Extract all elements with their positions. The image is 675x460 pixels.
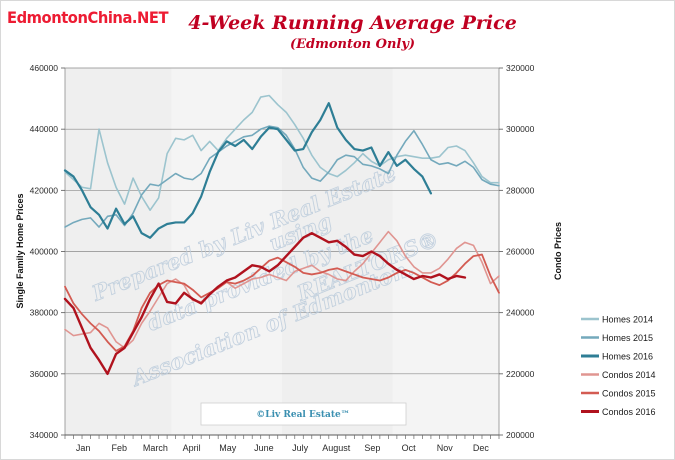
brand-logo: EdmontonChina.NET bbox=[7, 8, 169, 27]
series-line-homes-2015 bbox=[64, 125, 500, 228]
y-tick-label-right: 240000 bbox=[506, 308, 535, 318]
data-series-group bbox=[63, 94, 500, 376]
y-tick-label-left: 400000 bbox=[30, 247, 59, 257]
y-axis-right-title: Condo Prices bbox=[553, 222, 563, 280]
x-axis-month-label: March bbox=[143, 443, 168, 453]
x-axis-month-label: Oct bbox=[402, 443, 417, 453]
legend: Homes 2014 Homes 2015 Homes 2016 Condos 201… bbox=[581, 315, 656, 417]
legend-label[interactable]: Homes 2016 bbox=[602, 352, 653, 362]
y-tick-label-left: 420000 bbox=[30, 185, 59, 195]
y-axis-left: 340000 360000 380000 400000 420000 440000 4600… bbox=[30, 63, 65, 440]
series-line-condos-2016 bbox=[63, 231, 467, 376]
x-axis-month-label: Nov bbox=[437, 443, 454, 453]
series-line-homes-2016 bbox=[63, 102, 433, 239]
gridlines bbox=[65, 67, 499, 375]
y-axis-right: 200000 220000 240000 260000 280000 300000 3200… bbox=[499, 63, 535, 440]
x-axis-month-label: July bbox=[292, 443, 309, 453]
y-tick-label-left: 380000 bbox=[30, 308, 59, 318]
y-tick-label-right: 220000 bbox=[506, 369, 535, 379]
y-tick-label-right: 300000 bbox=[506, 124, 535, 134]
x-axis-month-label: June bbox=[254, 443, 274, 453]
legend-label[interactable]: Homes 2014 bbox=[602, 315, 653, 325]
x-axis-month-label: May bbox=[219, 443, 237, 453]
y-tick-label-right: 200000 bbox=[506, 430, 535, 440]
legend-label[interactable]: Condos 2016 bbox=[602, 407, 656, 417]
x-axis-ticks bbox=[64, 435, 500, 439]
y-tick-label-right: 320000 bbox=[506, 63, 535, 73]
x-axis-month-label: Feb bbox=[111, 443, 127, 453]
x-axis-month-label: Dec bbox=[473, 443, 490, 453]
y-axis-left-title: Single Family Home Prices bbox=[15, 193, 25, 308]
legend-label[interactable]: Homes 2015 bbox=[602, 333, 653, 343]
credit-box bbox=[200, 402, 407, 426]
y-tick-label-right: 280000 bbox=[506, 185, 535, 195]
legend-label[interactable]: Condos 2015 bbox=[602, 389, 656, 399]
x-axis-month-label: Sep bbox=[364, 443, 380, 453]
y-tick-label-left: 440000 bbox=[30, 124, 59, 134]
series-line-homes-2014 bbox=[64, 94, 500, 212]
y-tick-label-left: 460000 bbox=[30, 63, 59, 73]
series-line-condos-2014 bbox=[64, 230, 500, 349]
y-tick-label-right: 260000 bbox=[506, 247, 535, 257]
page-subtitle: (Edmonton Only) bbox=[289, 37, 416, 52]
x-axis-month-label: April bbox=[183, 443, 201, 453]
credit-label: ©Liv Real Estate™ bbox=[256, 410, 350, 420]
x-axis-month-label: August bbox=[322, 443, 351, 453]
page-title: 4-Week Running Average Price bbox=[188, 12, 517, 34]
y-tick-label-left: 340000 bbox=[30, 430, 59, 440]
y-tick-label-left: 360000 bbox=[30, 369, 59, 379]
legend-label[interactable]: Condos 2014 bbox=[602, 370, 656, 380]
x-axis-month-label: Jan bbox=[76, 443, 91, 453]
x-axis-labels: Jan Feb March April May June July August Sep Oct N… bbox=[76, 443, 490, 453]
